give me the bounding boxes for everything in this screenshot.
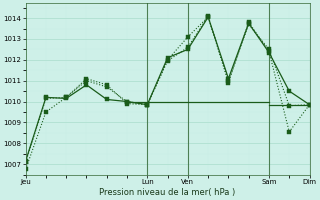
X-axis label: Pression niveau de la mer( hPa ): Pression niveau de la mer( hPa ) [100,188,236,197]
